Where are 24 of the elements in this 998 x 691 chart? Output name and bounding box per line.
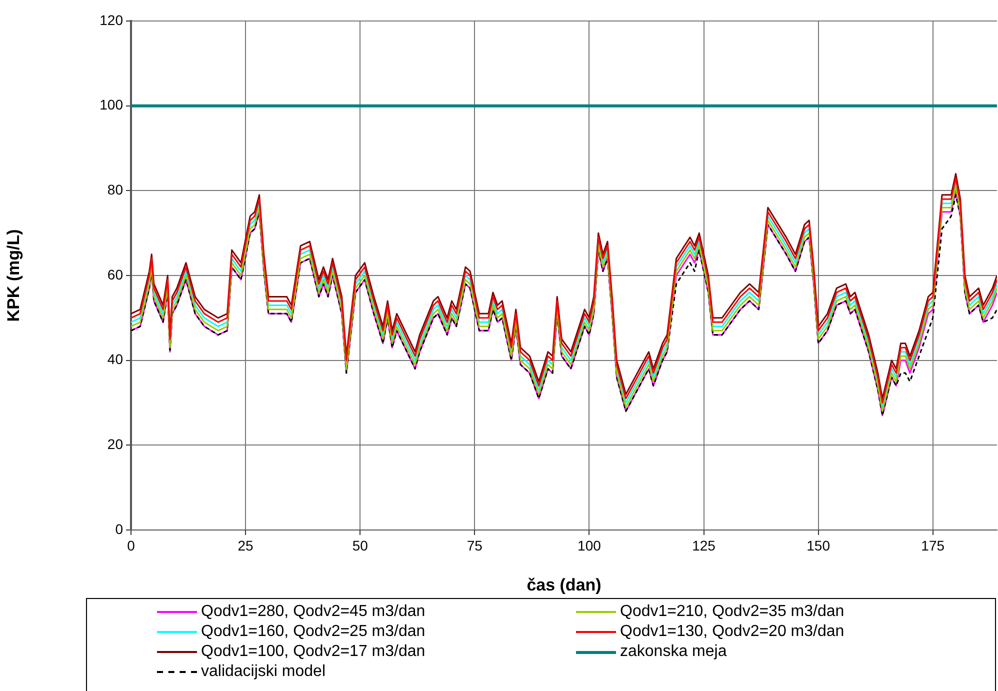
y-axis-title: KPK (mg/L) [4,229,23,322]
legend-label: Qodv1=130, Qodv2=20 m3/dan [620,623,844,641]
x-tick-label: 75 [466,537,483,554]
x-tick-label: 50 [352,537,368,554]
legend-label: validacijski model [201,663,326,681]
x-tick-label: 100 [578,537,602,554]
x-tick-label: 125 [692,537,716,554]
y-tick-label: 60 [107,266,124,282]
x-tick-label: 0 [127,537,136,554]
x-tick-label: 175 [921,537,945,554]
legend-label: Qodv1=160, Qodv2=25 m3/dan [201,623,426,641]
y-tick-label: 120 [100,12,124,28]
y-tick-label: 80 [107,182,124,198]
y-tick-label: 40 [107,351,124,368]
legend-label: Qodv1=210, Qodv2=35 m3/dan [620,603,844,621]
x-tick-label: 150 [806,537,830,554]
y-tick-label: 20 [107,436,124,452]
legend-label: Qodv1=280, Qodv2=45 m3/dan [201,603,426,621]
y-tick-label: 100 [100,96,124,113]
legend-label: Qodv1=100, Qodv2=17 m3/dan [201,643,426,661]
x-axis-title: čas (dan) [526,575,602,594]
legend-label: zakonska meja [620,643,727,661]
y-tick-label: 0 [115,520,124,537]
x-tick-label: 25 [238,537,254,554]
